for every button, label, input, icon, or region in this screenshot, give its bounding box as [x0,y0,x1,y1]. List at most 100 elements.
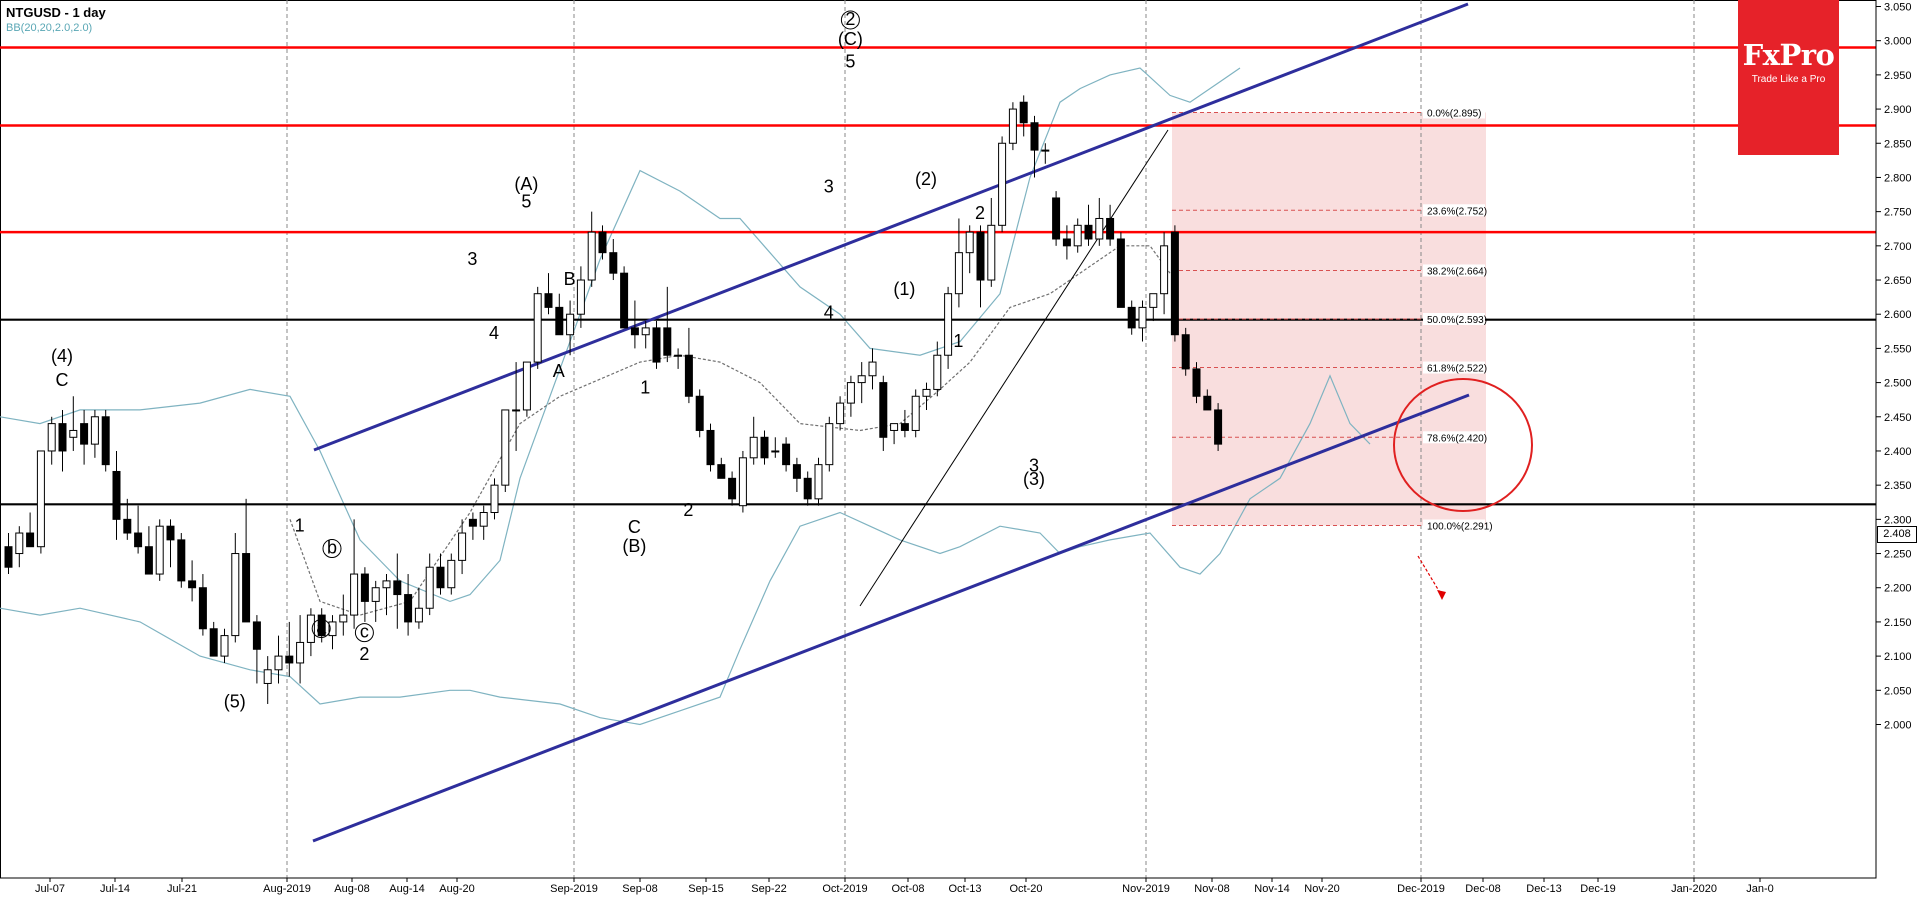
candle-111 [1203,389,1212,411]
candle-40 [436,553,445,595]
candle-3 [36,450,45,554]
wave-label-25: 2 [975,203,985,223]
x-tick-label-1: Jul-14 [100,883,130,895]
candle-33 [360,567,369,622]
candle-62 [674,348,683,369]
candle-104 [1127,300,1136,335]
fib-label-bg-6 [1423,519,1485,532]
candle-67 [728,471,737,506]
candle-6 [69,396,78,451]
candle-112 [1214,403,1223,451]
y-tick-label-7: 2.350 [1884,480,1912,492]
wave-label-12: B [564,269,576,289]
logo-brand: FxPro [1742,38,1835,72]
candle-79 [857,362,866,404]
candle-11 [123,498,132,540]
bollinger-lower [0,374,1371,726]
candle-25 [274,635,283,684]
candle-92 [998,136,1007,233]
y-tick-label-14: 2.700 [1884,241,1912,253]
candle-51 [555,293,564,336]
y-tick-label-20: 3.000 [1884,36,1912,48]
candle-43 [468,512,477,540]
candle-21 [231,533,240,643]
candle-100 [1084,204,1093,246]
fib-label-6: 100.0%(2.291) [1427,522,1493,533]
y-tick-label-9: 2.450 [1884,412,1912,424]
candle-22 [242,498,251,623]
wave-label-4: b [327,538,337,558]
trend-line [859,129,1169,607]
candle-107 [1160,232,1169,315]
candle-31 [339,594,348,636]
wave-label-10: (A) [514,174,538,194]
bollinger-upper [0,67,1241,603]
wave-label-3: 1 [295,516,305,536]
candle-17 [188,560,197,602]
x-tick-label-15: Nov-2019 [1122,883,1170,895]
x-tick-label-12: Oct-08 [891,883,924,895]
candle-24 [263,656,272,704]
wave-label-circle-5 [311,619,331,639]
fib-label-bg-3 [1423,312,1485,325]
candle-71 [771,437,780,458]
candle-75 [814,457,823,506]
wave-label-17: 2 [683,500,693,520]
y-tick-label-11: 2.550 [1884,343,1912,355]
y-tick-label-4: 2.200 [1884,583,1912,595]
candle-65 [706,423,715,472]
candle-55 [598,225,607,260]
x-tick-label-18: Nov-20 [1304,883,1339,895]
x-tick-label-19: Dec-2019 [1397,883,1445,895]
x-tick-label-20: Dec-08 [1465,883,1500,895]
x-tick-label-13: Oct-13 [948,883,981,895]
y-tick-label-21: 3.050 [1884,2,1912,14]
candle-83 [900,409,909,438]
fib-label-bg-5 [1423,431,1485,444]
wave-label-27: 3 [1029,455,1039,475]
candle-98 [1062,225,1071,260]
candle-7 [80,409,89,465]
wave-label-20: 2 [845,9,855,29]
wave-label-24: (1) [893,279,915,299]
x-tick-label-16: Nov-08 [1194,883,1229,895]
candle-30 [328,615,337,650]
candle-44 [479,505,488,540]
fib-label-0: 0.0%(2.895) [1427,108,1481,119]
candle-97 [1052,191,1061,246]
candle-86 [933,341,942,397]
candle-73 [792,457,801,492]
candle-78 [846,375,855,417]
wave-label-26: 1 [953,331,963,351]
candle-101 [1095,197,1104,246]
y-tick-label-5: 2.250 [1884,549,1912,561]
candle-110 [1192,362,1201,404]
fib-label-bg-1 [1423,204,1485,217]
wave-label-circle-4 [322,539,342,559]
y-tick-label-16: 2.800 [1884,172,1912,184]
wave-label-6: c [360,622,369,642]
fib-label-bg-0 [1423,106,1485,119]
wave-label-14: 1 [640,378,650,398]
candle-8 [90,409,99,458]
x-tick-label-7: Sep-2019 [550,883,598,895]
candle-5 [58,409,67,472]
candle-42 [458,519,467,575]
candle-0 [4,533,13,575]
plot-frame [0,0,1877,879]
candle-91 [987,197,996,287]
wave-label-1: C [56,370,69,390]
candle-29 [317,608,326,643]
wave-label-2: (5) [224,691,246,711]
candle-37 [404,574,413,636]
candle-41 [447,553,456,595]
x-tick-label-10: Sep-22 [751,883,786,895]
wave-label-circle-20 [840,10,860,30]
candle-84 [911,389,920,438]
indicator-title: BB(20,20,2.0,2.0) [6,22,93,34]
wave-label-5: a [316,618,327,638]
candle-70 [760,430,769,465]
fib-label-bg-2 [1423,264,1485,277]
candle-68 [738,450,747,513]
